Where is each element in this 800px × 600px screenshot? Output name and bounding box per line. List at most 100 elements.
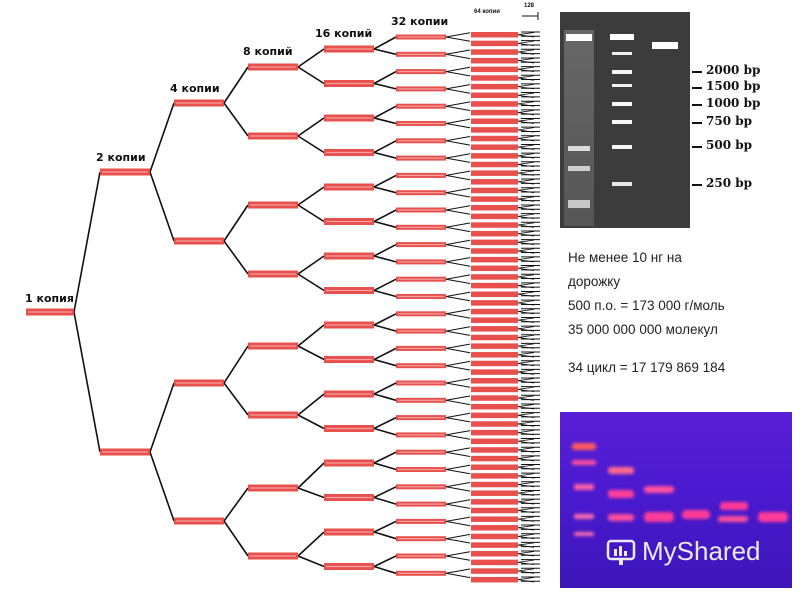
uv-band: [718, 516, 748, 522]
copy-band-64: [471, 525, 518, 531]
gel-well-band: [566, 34, 592, 41]
uv-band: [608, 467, 634, 474]
tree-connector: [445, 296, 471, 302]
copy-band-highlight: [250, 414, 296, 416]
tree-connector: [445, 486, 471, 492]
copy-band-64: [471, 352, 518, 358]
tree-connector: [517, 274, 535, 278]
copy-band-64: [471, 403, 518, 410]
copy-band-64: [471, 542, 518, 548]
copy-band-highlight: [102, 451, 148, 453]
copy-band-highlight: [398, 140, 444, 142]
copy-band-64: [471, 369, 518, 375]
tree-connector: [373, 531, 397, 540]
tree-connector: [517, 135, 535, 139]
tree-connector: [517, 291, 535, 295]
copy-band-64: [471, 170, 518, 176]
copy-band-64: [471, 109, 518, 116]
tree-connector: [445, 278, 471, 284]
tree-connector: [445, 32, 471, 38]
copy-band-highlight: [326, 531, 372, 533]
tree-connector: [445, 209, 471, 215]
copy-band-64: [471, 559, 518, 566]
copy-band-64: [471, 144, 518, 150]
copy-band-64: [471, 499, 518, 505]
tree-connector: [445, 153, 471, 159]
tree-connector: [517, 551, 535, 555]
tree-connector: [445, 170, 471, 176]
tree-connector: [149, 382, 175, 453]
tree-connector: [149, 451, 175, 522]
tree-connector: [517, 568, 535, 572]
tree-connector: [517, 343, 535, 347]
tree-connector: [373, 174, 397, 188]
tree-connector: [223, 487, 249, 522]
level-label-32: 32 копии: [391, 15, 449, 28]
tree-connector: [445, 503, 471, 509]
copy-band-64: [471, 317, 518, 323]
copy-band-highlight: [398, 244, 444, 246]
tree-connector: [445, 226, 471, 233]
copy-band-highlight: [326, 324, 372, 326]
tree-connector: [445, 516, 471, 522]
tree-connector: [517, 32, 535, 36]
copy-band-64: [471, 551, 518, 557]
copy-band-64: [471, 568, 518, 574]
tree-connector: [373, 48, 397, 56]
copy-band-64: [471, 326, 518, 332]
copy-band-highlight: [398, 555, 444, 557]
copy-band-highlight: [176, 102, 222, 104]
tree-connector: [73, 311, 101, 453]
gel-bands: [564, 30, 678, 226]
copy-band-64: [471, 256, 518, 263]
tree-connector: [297, 204, 325, 223]
bp-tick: [692, 71, 702, 73]
copy-band-64: [471, 300, 518, 306]
tree-connector: [517, 525, 535, 529]
tree-connector: [445, 412, 471, 419]
copy-band-64: [471, 438, 518, 445]
tree-connector: [373, 358, 397, 367]
tree-connector: [373, 255, 397, 263]
tree-connector: [517, 378, 535, 382]
tree-connector: [297, 255, 325, 275]
tree-connector: [517, 499, 535, 503]
tree-connector: [445, 192, 471, 198]
tree-connector: [517, 153, 535, 157]
copy-band-highlight: [176, 520, 222, 522]
tree-connector: [445, 244, 471, 250]
tree-connector: [517, 205, 535, 209]
copy-band-64: [471, 40, 518, 47]
copy-band-64: [471, 395, 518, 401]
tree-connector: [517, 412, 535, 416]
tree-connector: [445, 71, 471, 77]
sample-band: [652, 42, 678, 49]
bp-label: 1500 bp: [706, 79, 761, 93]
tree-connector: [373, 451, 397, 464]
ladder-well-band: [610, 34, 634, 40]
copy-band-highlight: [326, 565, 372, 568]
tree-connector: [445, 49, 471, 55]
tree-connector: [445, 53, 471, 60]
copy-band-64: [471, 412, 518, 419]
copy-band-64: [471, 464, 518, 470]
bp-label: 1000 bp: [706, 96, 761, 110]
tree-connector: [517, 231, 535, 235]
tree-connector: [445, 434, 471, 440]
ladder-band: [612, 120, 632, 124]
copy-band-64: [471, 533, 518, 540]
copy-band-highlight: [398, 261, 444, 263]
tree-connector: [445, 417, 471, 423]
copy-band-highlight: [326, 358, 372, 361]
copy-band-64: [471, 308, 518, 315]
tree-connector: [297, 345, 325, 361]
tree-connector: [517, 542, 535, 546]
copy-band-highlight: [398, 520, 444, 522]
copy-band-highlight: [398, 192, 444, 194]
tree-connector: [445, 222, 471, 228]
copy-band-64: [471, 83, 518, 90]
copy-band-64: [471, 153, 518, 159]
tree-connector: [149, 171, 175, 242]
tree-connector: [373, 382, 397, 395]
copy-band-64: [471, 179, 518, 185]
